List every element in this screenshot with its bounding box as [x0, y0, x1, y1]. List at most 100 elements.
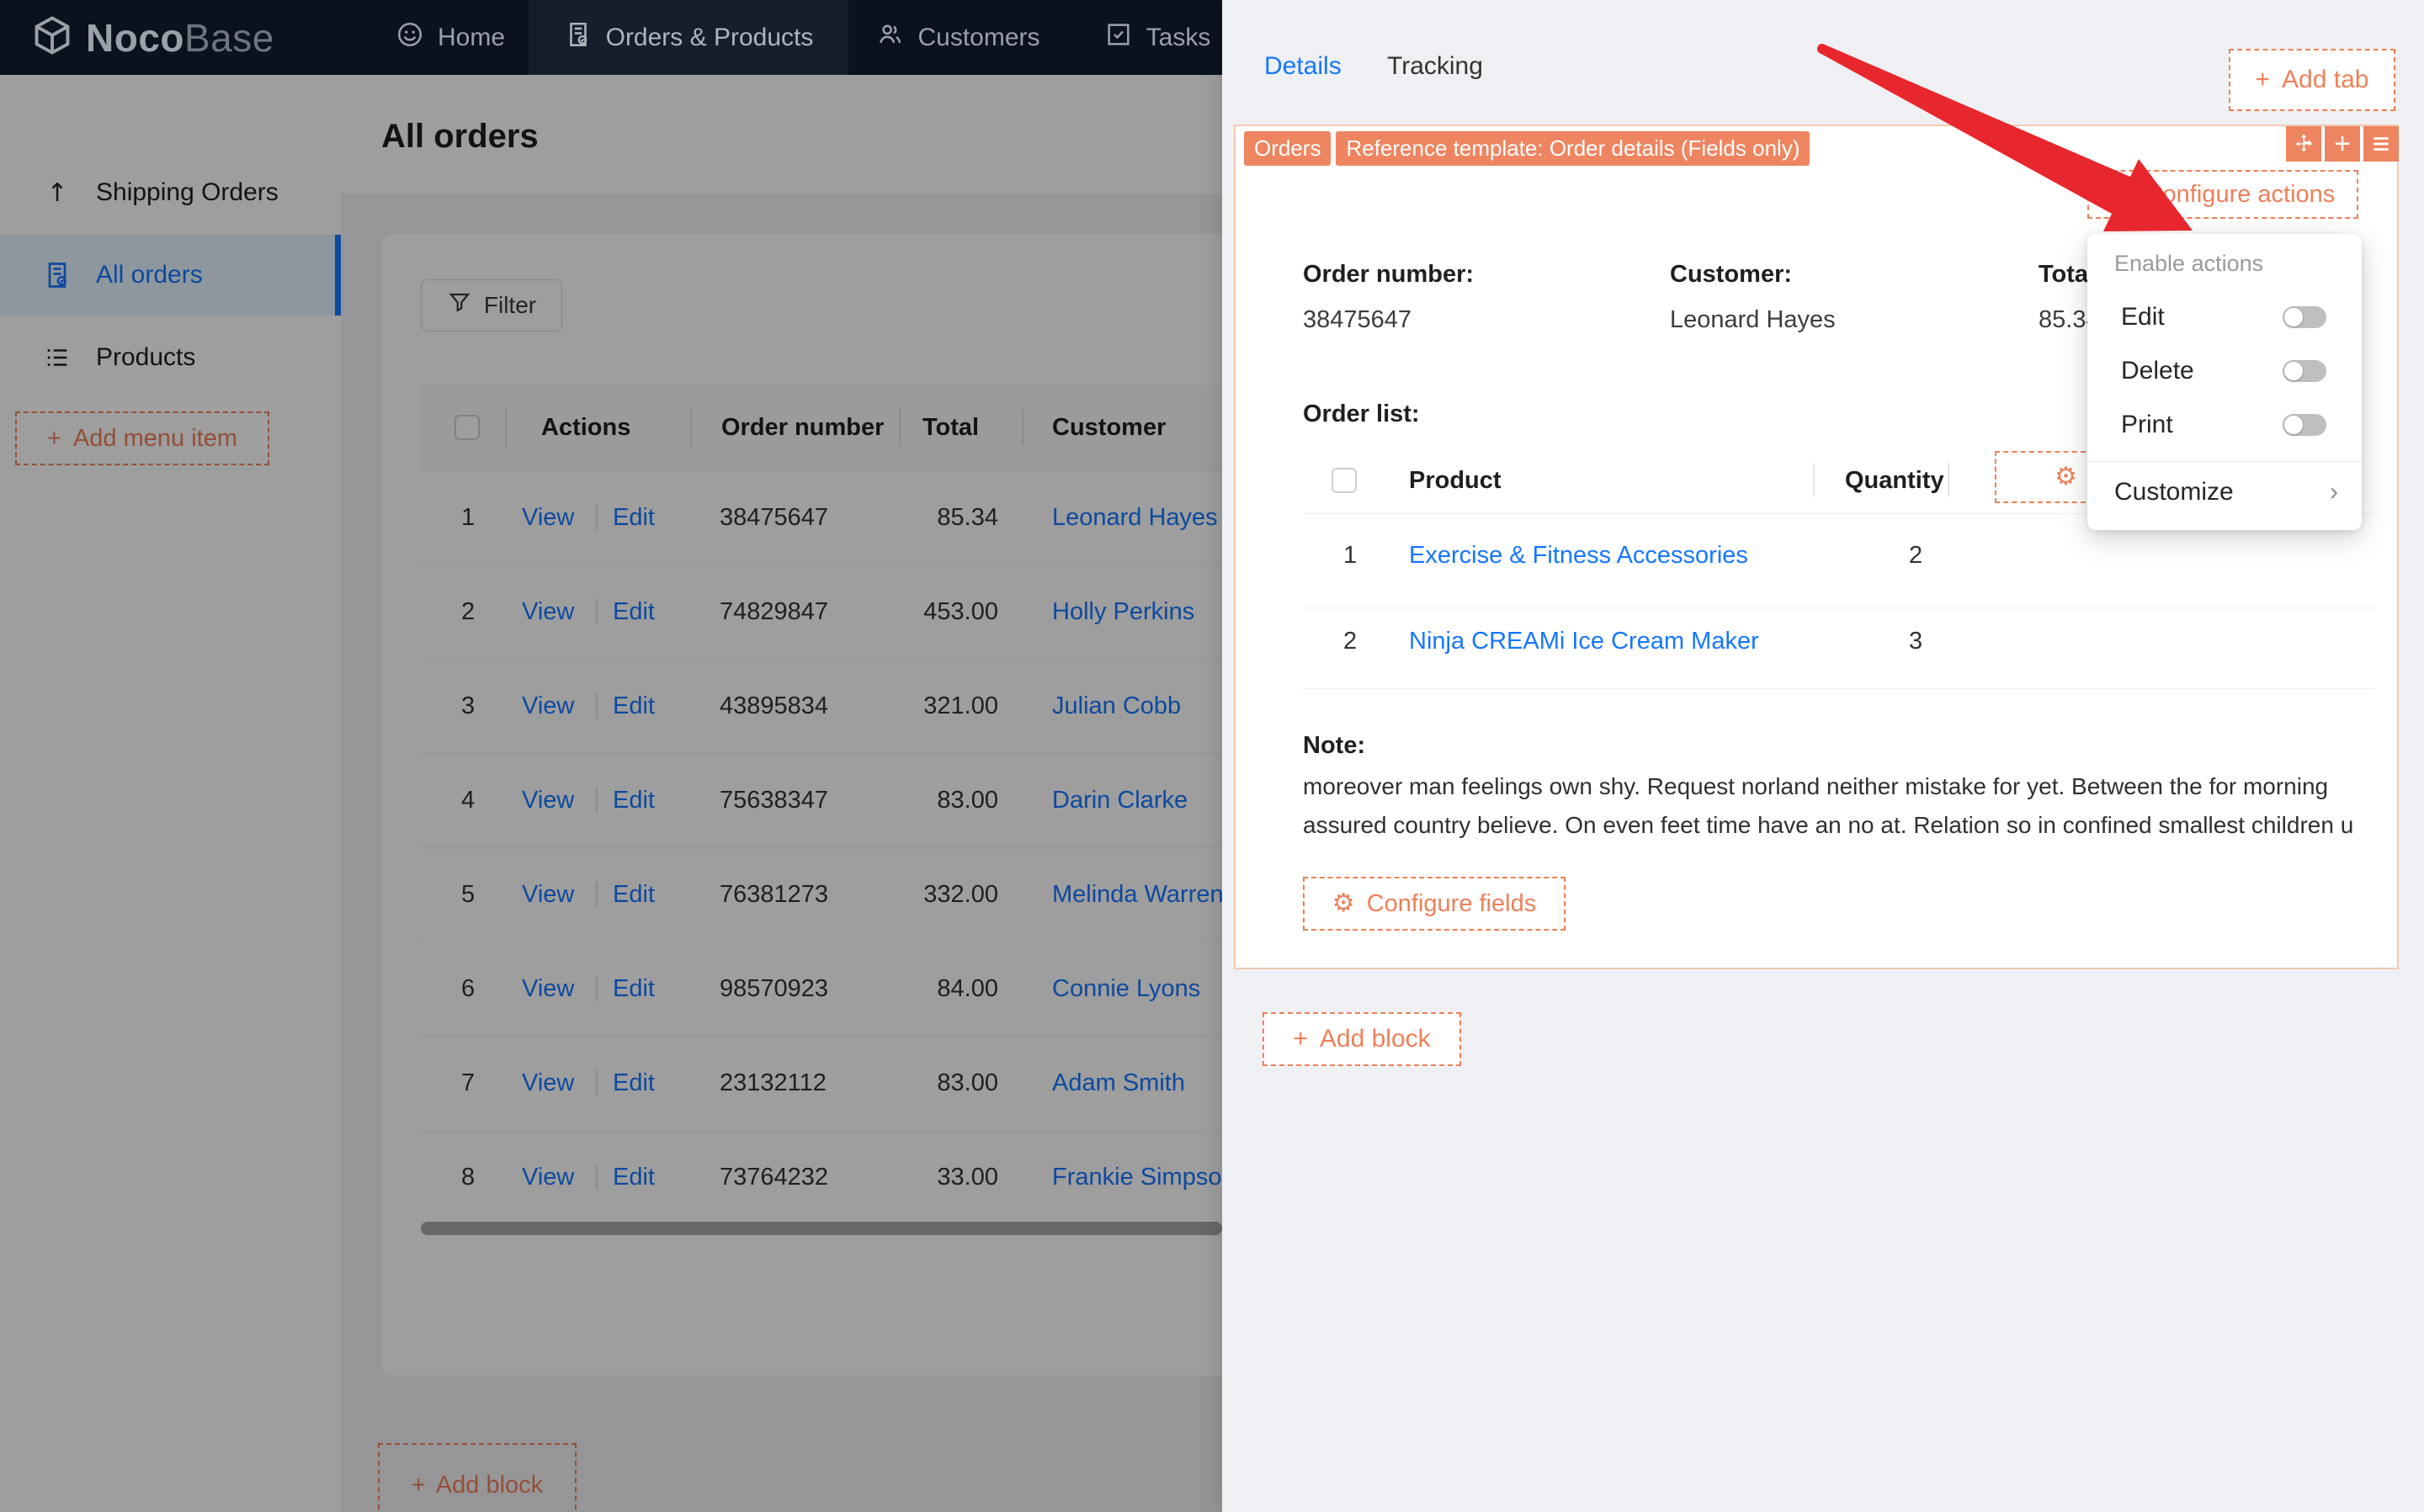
plus-icon: + — [2255, 66, 2271, 93]
note-label: Note: — [1303, 732, 1366, 759]
block-menu-icon[interactable] — [2363, 126, 2399, 162]
customer-link[interactable]: Holly Perkins — [1052, 597, 1195, 625]
plus-icon: + — [411, 1471, 426, 1499]
template-badge: Reference template: Order details (Field… — [1336, 131, 1810, 166]
menu-item-edit[interactable]: Edit — [2121, 303, 2165, 331]
add-menu-item-button[interactable]: + Add menu item — [15, 411, 269, 465]
page-title: All orders — [381, 118, 539, 155]
product-link[interactable]: Exercise & Fitness Accessories — [1409, 542, 1748, 569]
col-header-order-number: Order number — [721, 413, 885, 441]
filter-button[interactable]: Filter — [421, 279, 562, 332]
plus-icon: + — [47, 424, 61, 452]
nav-item-orders-products[interactable]: Orders & Products — [529, 0, 848, 75]
edit-link[interactable]: Edit — [613, 503, 655, 531]
total-cell: 332.00 — [923, 880, 998, 908]
menu-item-print[interactable]: Print — [2121, 411, 2173, 438]
product-link[interactable]: Ninja CREAMi Ice Cream Maker — [1409, 628, 1759, 655]
view-link[interactable]: View — [522, 503, 575, 531]
subtable-select-all-checkbox[interactable] — [1332, 468, 1357, 493]
customers-people-icon — [875, 20, 904, 56]
customer-link[interactable]: Julian Cobb — [1052, 692, 1182, 719]
add-block-plus-icon[interactable]: + — [2325, 126, 2360, 162]
horizontal-scrollbar[interactable] — [421, 1222, 1222, 1235]
customer-link[interactable]: Melinda Warren — [1052, 880, 1224, 908]
left-sidebar: ↑ Shipping Orders All orders Products + … — [0, 75, 342, 1512]
quantity-cell: 2 — [1909, 542, 1923, 569]
view-link[interactable]: View — [522, 786, 575, 814]
action-divider — [596, 788, 598, 813]
subtable-header-line — [1303, 513, 2375, 514]
plus-icon: + — [1293, 1025, 1308, 1053]
select-all-checkbox[interactable] — [454, 385, 480, 470]
field-value-order-number: 38475647 — [1303, 306, 1412, 333]
total-cell: 83.00 — [937, 786, 998, 814]
nav-item-tasks[interactable]: Tasks — [1090, 0, 1225, 75]
configure-actions-button[interactable]: ⚙ Configure actions — [2087, 170, 2358, 219]
drawer-add-block-button[interactable]: + Add block — [1262, 1012, 1461, 1066]
add-tab-button[interactable]: + Add tab — [2229, 49, 2395, 111]
edit-link[interactable]: Edit — [613, 692, 655, 719]
brand-light: Base — [184, 15, 274, 60]
edit-link[interactable]: Edit — [613, 597, 655, 625]
customer-link[interactable]: Adam Smith — [1052, 1069, 1185, 1096]
customer-link[interactable]: Connie Lyons — [1052, 974, 1201, 1002]
subtable-bottom-line — [1303, 688, 2375, 689]
delete-toggle[interactable] — [2283, 360, 2326, 382]
gear-icon: ⚙ — [2110, 179, 2134, 209]
edit-link[interactable]: Edit — [613, 1069, 655, 1096]
gear-icon: ⚙ — [2055, 462, 2077, 491]
sidebar-item-label: Shipping Orders — [96, 178, 279, 206]
tab-details[interactable]: Details — [1264, 52, 1342, 80]
details-drawer: Details Tracking + Add tab Orders Refere… — [1222, 0, 2424, 1512]
tasks-check-icon — [1104, 20, 1133, 56]
list-icon — [40, 343, 74, 372]
action-divider — [596, 599, 598, 624]
view-link[interactable]: View — [522, 880, 575, 908]
row-index: 1 — [461, 503, 476, 531]
row-index: 2 — [1343, 628, 1358, 655]
subtable-header-divider — [1813, 463, 1815, 496]
field-value-customer[interactable]: Leonard Hayes — [1670, 306, 1836, 333]
edit-link[interactable]: Edit — [613, 880, 655, 908]
sidebar-item-label: All orders — [96, 261, 203, 289]
view-link[interactable]: View — [522, 1069, 575, 1096]
view-link[interactable]: View — [522, 1163, 575, 1191]
col-header-customer: Customer — [1052, 413, 1167, 441]
drag-move-icon[interactable] — [2286, 126, 2321, 162]
view-link[interactable]: View — [522, 597, 575, 625]
brand-bold: Noco — [86, 15, 184, 60]
customer-link[interactable]: Darin Clarke — [1052, 786, 1188, 814]
row-index: 6 — [461, 974, 476, 1002]
edit-link[interactable]: Edit — [613, 786, 655, 814]
add-block-button-partial[interactable]: + Add block — [378, 1443, 577, 1512]
filter-button-label: Filter — [483, 292, 537, 318]
nav-item-home[interactable]: Home — [379, 0, 522, 75]
print-toggle[interactable] — [2283, 414, 2326, 436]
header-divider — [1022, 409, 1023, 446]
drawer-mask-overlay[interactable] — [0, 75, 1222, 1512]
edit-link[interactable]: Edit — [613, 1163, 655, 1191]
action-divider — [596, 1070, 598, 1096]
customer-link[interactable]: Frankie Simpson — [1052, 1163, 1236, 1191]
nav-item-customers[interactable]: Customers — [865, 0, 1050, 75]
tab-tracking[interactable]: Tracking — [1387, 52, 1483, 80]
customer-link[interactable]: Leonard Hayes — [1052, 503, 1218, 531]
configure-fields-button[interactable]: ⚙ Configure fields — [1303, 877, 1566, 931]
nocobase-cube-icon — [30, 13, 74, 61]
subtable-col-quantity: Quantity — [1845, 466, 1944, 494]
menu-item-customize[interactable]: Customize — [2114, 478, 2234, 506]
row-index: 2 — [461, 597, 476, 625]
row-index: 8 — [461, 1163, 476, 1191]
view-link[interactable]: View — [522, 974, 575, 1002]
sidebar-item-shipping-orders[interactable]: ↑ Shipping Orders — [0, 152, 341, 233]
edit-toggle[interactable] — [2283, 306, 2326, 328]
action-divider — [596, 693, 598, 719]
sidebar-item-all-orders[interactable]: All orders — [0, 235, 341, 316]
order-document-icon — [40, 260, 74, 290]
menu-item-delete[interactable]: Delete — [2121, 357, 2194, 385]
view-link[interactable]: View — [522, 692, 575, 719]
row-index: 1 — [1343, 542, 1358, 569]
brand-logo[interactable]: NocoBase — [30, 0, 274, 75]
edit-link[interactable]: Edit — [613, 974, 655, 1002]
sidebar-item-products[interactable]: Products — [0, 317, 341, 398]
